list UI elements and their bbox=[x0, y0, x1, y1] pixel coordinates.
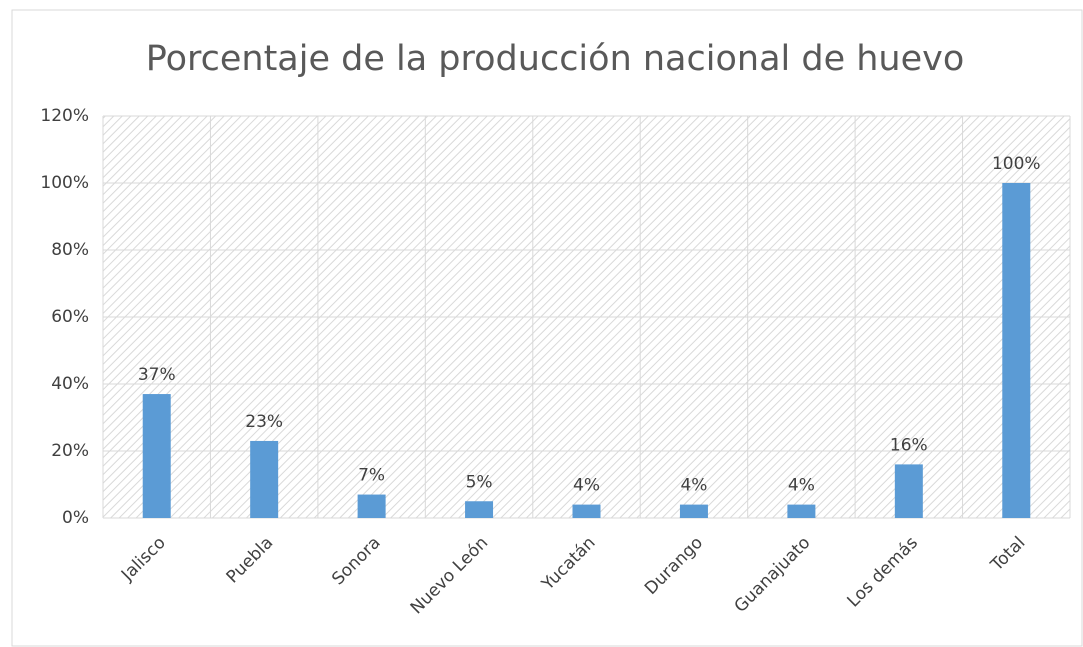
bar bbox=[142, 394, 171, 518]
data-label: 7% bbox=[358, 466, 385, 486]
data-label: 16% bbox=[890, 435, 928, 455]
y-tick-label: 100% bbox=[40, 173, 89, 193]
bar bbox=[465, 501, 494, 518]
y-tick-label: 0% bbox=[62, 508, 89, 528]
chart-title: Porcentaje de la producción nacional de … bbox=[146, 39, 965, 79]
y-tick-label: 80% bbox=[51, 240, 89, 260]
y-tick-label: 60% bbox=[51, 307, 89, 327]
data-label: 4% bbox=[788, 476, 815, 496]
data-label: 4% bbox=[680, 476, 707, 496]
data-label: 100% bbox=[992, 154, 1041, 174]
data-label: 4% bbox=[573, 476, 600, 496]
data-label: 37% bbox=[138, 365, 176, 385]
bar bbox=[250, 440, 279, 518]
data-label: 5% bbox=[466, 472, 493, 492]
y-tick-label: 120% bbox=[40, 106, 89, 126]
bar bbox=[1002, 183, 1031, 518]
y-tick-label: 40% bbox=[51, 374, 89, 394]
bar bbox=[572, 504, 601, 518]
data-label: 23% bbox=[245, 412, 283, 432]
bar bbox=[679, 504, 708, 518]
y-tick-label: 20% bbox=[51, 441, 89, 461]
bar bbox=[787, 504, 816, 518]
bar bbox=[357, 494, 386, 518]
bar bbox=[894, 464, 923, 518]
